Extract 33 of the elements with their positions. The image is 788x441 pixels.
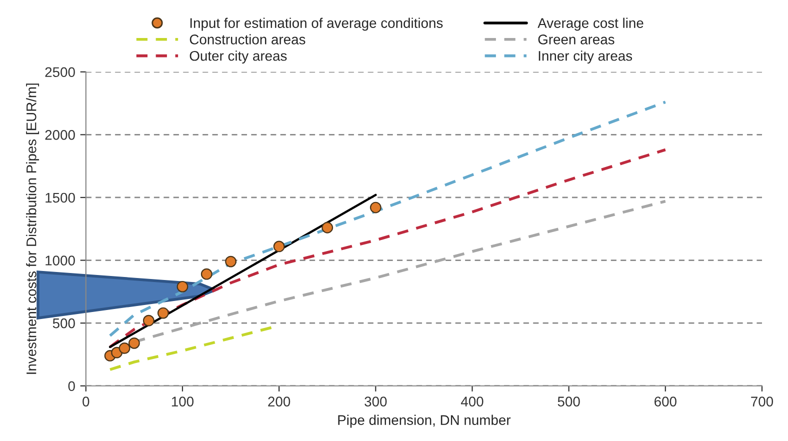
y-tick-label: 500 xyxy=(52,318,75,328)
legend-label: Outer city areas xyxy=(190,50,287,64)
point xyxy=(142,314,154,326)
point xyxy=(273,240,285,252)
y-tick-label: 0 xyxy=(68,381,75,392)
legend-label: Input for estimation of average conditions xyxy=(190,18,443,31)
x-tick-label: 200 xyxy=(268,396,290,406)
point xyxy=(157,307,169,319)
point xyxy=(370,202,382,214)
point xyxy=(176,280,188,292)
point xyxy=(200,268,212,280)
point xyxy=(322,222,334,234)
x-tick-label: 400 xyxy=(460,396,484,406)
x-tick-label: 0 xyxy=(82,396,90,406)
x-tick-label: 300 xyxy=(364,396,387,406)
y-tick-label: 1500 xyxy=(46,192,75,203)
y-tick-label: 2500 xyxy=(45,67,75,78)
x-tick-label: 700 xyxy=(751,396,774,406)
point xyxy=(128,337,140,349)
x-tick-label: 100 xyxy=(172,396,194,406)
x-axis-title: Pipe dimension, DN number xyxy=(338,414,511,428)
point xyxy=(225,256,236,268)
x-tick-label: 600 xyxy=(654,396,676,406)
y-tick-label: 2000 xyxy=(45,130,75,140)
x-tick-label: 500 xyxy=(558,396,580,406)
line-series xyxy=(108,100,667,338)
legend-label: Inner city areas xyxy=(538,50,632,64)
legend-label: Green areas xyxy=(538,34,614,44)
point xyxy=(118,342,130,354)
y-tick-label: 1000 xyxy=(46,256,75,266)
legend-label: Construction areas xyxy=(190,34,306,44)
y-axis-title: Investment costs for Distribution Pipes [EUR/m] xyxy=(26,84,40,374)
legend-label: Average cost line xyxy=(538,18,644,31)
